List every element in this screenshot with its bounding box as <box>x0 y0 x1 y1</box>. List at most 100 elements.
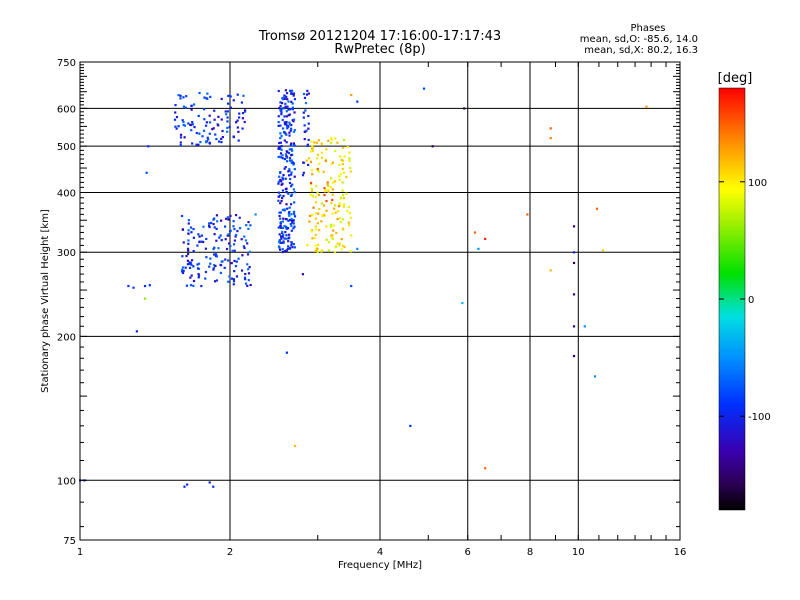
x-axis-label: Frequency [MHz] <box>338 560 422 571</box>
data-point <box>247 279 250 282</box>
data-point <box>281 118 284 121</box>
data-point <box>306 144 309 148</box>
data-point <box>287 240 290 243</box>
data-point <box>318 162 321 165</box>
data-point <box>331 198 334 202</box>
data-point <box>326 183 329 186</box>
data-point <box>308 214 312 217</box>
data-point <box>306 89 309 92</box>
data-point <box>288 168 291 171</box>
data-point <box>243 246 246 250</box>
data-point <box>282 233 285 236</box>
data-point <box>288 218 292 222</box>
data-point <box>280 134 283 138</box>
data-point <box>306 143 309 146</box>
data-point <box>333 204 337 207</box>
data-point <box>282 173 285 177</box>
data-point <box>334 137 337 140</box>
data-point <box>315 249 319 252</box>
data-point <box>213 246 216 249</box>
data-point <box>196 263 199 266</box>
data-point <box>235 233 238 237</box>
data-point <box>181 255 184 258</box>
data-point <box>254 213 257 216</box>
data-point <box>223 266 226 269</box>
data-point <box>277 124 280 128</box>
data-point <box>331 193 334 196</box>
data-point <box>233 249 236 252</box>
data-point <box>285 141 288 144</box>
data-point <box>283 139 286 142</box>
data-point <box>290 229 293 232</box>
data-point <box>278 246 281 249</box>
data-point <box>195 131 198 135</box>
data-point <box>287 192 290 195</box>
data-point <box>345 175 348 179</box>
data-point <box>215 227 218 230</box>
data-point <box>181 271 185 275</box>
data-point <box>232 99 235 102</box>
data-point <box>190 231 193 234</box>
data-point <box>310 140 313 143</box>
data-point <box>323 187 326 190</box>
data-point <box>484 237 487 241</box>
data-point <box>200 284 203 288</box>
data-point <box>293 215 297 218</box>
data-point <box>244 282 248 285</box>
data-point <box>230 262 233 265</box>
data-point <box>347 221 350 224</box>
data-point <box>189 276 192 279</box>
data-point <box>317 193 321 197</box>
data-point <box>281 220 284 223</box>
data-point <box>338 175 341 178</box>
data-point <box>278 175 281 178</box>
axis-tick-labels: 1 2 4 6 8 10 16 75 100 200 300 400 500 600 750 <box>57 58 686 558</box>
data-point <box>195 143 198 146</box>
data-point <box>184 106 187 109</box>
data-point <box>186 483 189 486</box>
y-tick-label: 600 <box>57 104 76 115</box>
data-point <box>277 199 280 202</box>
data-point <box>341 218 345 221</box>
data-point <box>290 159 293 162</box>
data-point <box>283 121 286 124</box>
data-point <box>278 239 281 242</box>
data-point <box>307 92 310 95</box>
data-point <box>314 212 318 215</box>
data-point <box>339 196 343 199</box>
data-point <box>290 100 293 103</box>
data-point <box>288 181 292 185</box>
data-point <box>342 196 346 200</box>
data-point <box>336 141 339 144</box>
data-point <box>208 114 211 117</box>
data-point <box>280 111 283 114</box>
data-point <box>192 103 196 106</box>
data-point <box>348 159 351 162</box>
data-point <box>327 188 330 192</box>
data-point <box>336 217 339 221</box>
data-point <box>348 224 351 227</box>
data-point <box>572 325 576 328</box>
data-point <box>278 240 281 243</box>
data-point <box>191 142 194 145</box>
data-point <box>279 248 282 251</box>
data-point <box>330 177 333 180</box>
data-point <box>279 194 282 197</box>
data-point <box>572 251 576 254</box>
data-point <box>202 225 205 228</box>
data-point <box>330 223 333 226</box>
data-point <box>182 105 186 108</box>
x-tick-label: 2 <box>227 547 233 558</box>
data-point <box>285 154 288 158</box>
data-point <box>279 105 282 108</box>
data-point <box>215 214 219 217</box>
data-point <box>287 114 290 117</box>
data-point <box>343 155 346 158</box>
y-tick-label: 300 <box>57 248 76 259</box>
data-point <box>292 144 295 147</box>
data-point <box>143 284 147 288</box>
data-point <box>227 280 230 283</box>
data-point <box>185 284 189 287</box>
data-point <box>342 205 345 208</box>
data-point <box>309 160 313 163</box>
